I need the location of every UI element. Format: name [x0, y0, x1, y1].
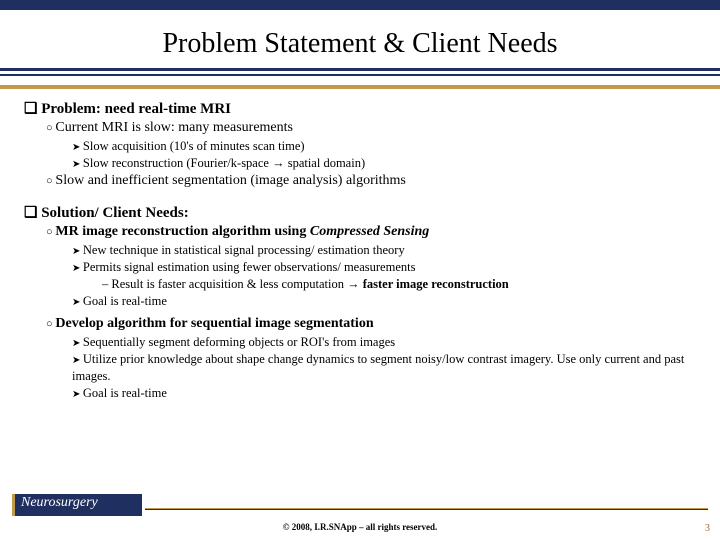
- bullet-text-prefix: MR image reconstruction algorithm using: [55, 224, 309, 239]
- section-heading: Solution/ Client Needs:: [24, 203, 696, 223]
- page-number: 3: [705, 523, 710, 534]
- bullet-level3: Slow acquisition (10's of minutes scan t…: [72, 138, 696, 155]
- bullet-level4: Result is faster acquisition & less comp…: [102, 276, 696, 293]
- logo-text: Neurosurgery: [21, 495, 98, 510]
- bullet-level2: Develop algorithm for sequential image s…: [46, 315, 696, 334]
- bullet-level3: New technique in statistical signal proc…: [72, 242, 696, 259]
- bullet-level3: Permits signal estimation using fewer ob…: [72, 259, 696, 276]
- bullet-level3: Goal is real-time: [72, 385, 696, 402]
- bullet-level3: Goal is real-time: [72, 293, 696, 310]
- slide-title: Problem Statement & Client Needs: [0, 28, 720, 60]
- bullet-level2: Current MRI is slow: many measurements: [46, 119, 696, 138]
- title-bar: Problem Statement & Client Needs: [0, 0, 720, 71]
- bullet-level3: Sequentially segment deforming objects o…: [72, 334, 696, 351]
- section-heading: Problem: need real-time MRI: [24, 99, 696, 119]
- logo-divider: [145, 508, 708, 510]
- footer-copyright: © 2008, I.R.SNApp – all rights reserved.: [0, 522, 720, 532]
- logo: Neurosurgery: [12, 494, 142, 516]
- bullet-level2: Slow and inefficient segmentation (image…: [46, 172, 696, 191]
- bullet-level2: MR image reconstruction algorithm using …: [46, 223, 696, 242]
- bullet-level3: Slow reconstruction (Fourier/k-space → s…: [72, 155, 696, 172]
- content-region: Problem: need real-time MRI Current MRI …: [0, 89, 720, 402]
- bullet-text-italic: Compressed Sensing: [310, 224, 429, 239]
- bullet-level3: Utilize prior knowledge about shape chan…: [72, 351, 696, 385]
